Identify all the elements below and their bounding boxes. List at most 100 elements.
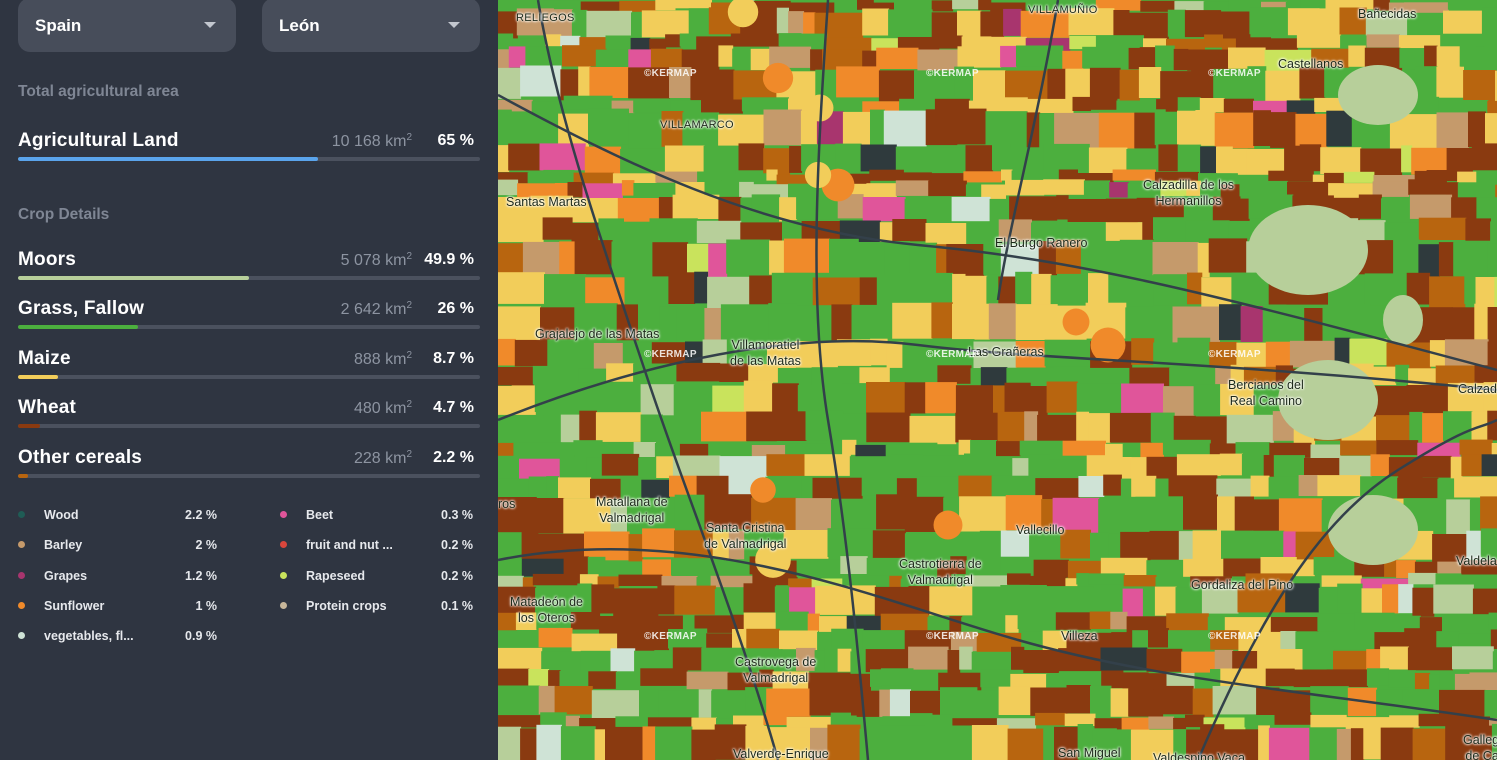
place-label: Galleguilde Cam (1463, 733, 1497, 760)
crop-parcel (734, 173, 768, 185)
crop-row: Grass, Fallow 2 642 km2 26 % (18, 298, 480, 338)
crop-parcel (904, 630, 952, 650)
crop-parcel (1207, 616, 1226, 635)
crop-parcel (883, 110, 927, 147)
crop-parcel (542, 416, 562, 446)
crop-parcel (658, 690, 700, 719)
crop-parcel (1302, 646, 1334, 670)
legend-swatch (280, 541, 287, 549)
crop-parcel (886, 341, 904, 369)
crop-parcel (589, 67, 629, 98)
crop-parcel (884, 241, 911, 276)
crop-parcel (498, 67, 522, 99)
crop-parcel (1318, 8, 1341, 36)
crop-parcel (978, 0, 992, 11)
country-select[interactable]: Spain (18, 0, 236, 52)
crop-parcel (1101, 670, 1124, 689)
crop-parcel (1438, 100, 1455, 115)
crop-parcel (1278, 498, 1323, 534)
crop-parcel (869, 169, 904, 181)
crop-parcel (1029, 531, 1062, 561)
crop-parcel (917, 49, 959, 71)
crop-parcel (538, 627, 573, 648)
place-label: Grajalejo de las Matas (535, 327, 660, 341)
place-label: Gordaliza del Pino (1191, 578, 1294, 592)
crop-parcel (498, 49, 510, 71)
crop-label: Wheat (18, 397, 76, 418)
legend-pct: 0.1 % (441, 598, 473, 613)
crop-parcel (580, 650, 612, 674)
crop-parcel (1442, 614, 1490, 632)
crop-parcel (1198, 173, 1217, 185)
crop-parcel (1028, 454, 1050, 477)
crop-parcel (738, 143, 765, 171)
crop-parcel (1235, 442, 1271, 458)
crop-parcel (1295, 631, 1335, 651)
crop-parcel (672, 194, 720, 219)
crop-parcel (1486, 0, 1497, 9)
crop-parcel (800, 33, 828, 47)
crop-parcel (1361, 588, 1383, 618)
crop-bar-fill (18, 276, 249, 280)
crop-parcel (776, 7, 789, 35)
crop-parcel (1318, 587, 1339, 617)
crop-parcel (730, 33, 780, 47)
crop-parcel (1121, 717, 1150, 730)
crop-map[interactable]: RELIEGOS VILLAMUÑIO Bañecidas Castellanos VI… (498, 0, 1497, 760)
crop-parcel (972, 586, 1002, 616)
crop-parcel (740, 222, 783, 245)
legend-item: Beet 0.3 % (280, 506, 473, 526)
crop-parcel (1299, 144, 1322, 172)
crop-parcel (676, 307, 706, 344)
crop-parcel (1239, 180, 1288, 197)
crop-parcel (964, 453, 982, 476)
crop-parcel (536, 724, 562, 760)
crop-parcel (671, 557, 688, 576)
crop-parcel (628, 113, 663, 149)
crop-parcel (1024, 411, 1039, 441)
road-line (536, 0, 780, 760)
crop-parcel (743, 612, 777, 631)
crop-parcel (815, 69, 838, 101)
crop-parcel (708, 441, 753, 457)
crop-parcel (1343, 171, 1375, 183)
crop-parcel (1320, 147, 1362, 175)
crop-parcel (1422, 413, 1444, 443)
crop-parcel (1055, 612, 1091, 630)
crop-parcel (1166, 38, 1205, 52)
crop-parcel (993, 385, 1006, 417)
legend-item: Sunflower 1 % (18, 597, 217, 617)
crop-parcel (1382, 584, 1400, 614)
crop-parcel (498, 338, 516, 366)
crop-parcel (1492, 651, 1497, 675)
place-label: VILLAMARCO (660, 119, 734, 131)
crop-parcel (1200, 146, 1217, 174)
crop-parcel (904, 382, 927, 414)
crop-parcel (1067, 222, 1107, 245)
crop-parcel (635, 615, 684, 633)
crop-parcel (866, 412, 911, 443)
crop-parcel (959, 496, 1007, 532)
crop-parcel (711, 690, 747, 719)
crop-parcel (577, 583, 593, 613)
crop-parcel (649, 38, 667, 52)
crop-parcel (1000, 556, 1035, 575)
crop-parcel (1109, 412, 1152, 443)
crop-parcel (980, 11, 1005, 39)
crop-parcel (669, 67, 692, 98)
crop-parcel (691, 717, 717, 730)
crop-parcel (1088, 368, 1131, 387)
crop-parcel (1108, 533, 1122, 563)
crop-parcel (696, 577, 712, 589)
region-select[interactable]: León (262, 0, 480, 52)
place-label: Castellanos (1278, 57, 1344, 71)
crop-parcel (1490, 629, 1497, 649)
crop-parcel (776, 174, 825, 186)
crop-parcel (1465, 218, 1491, 241)
crop-bar (18, 474, 480, 478)
crop-parcel (1000, 530, 1031, 560)
crop-parcel (546, 476, 559, 498)
crop-parcel (939, 147, 967, 175)
crop-parcel (1187, 272, 1203, 305)
crop-parcel (1090, 532, 1110, 562)
